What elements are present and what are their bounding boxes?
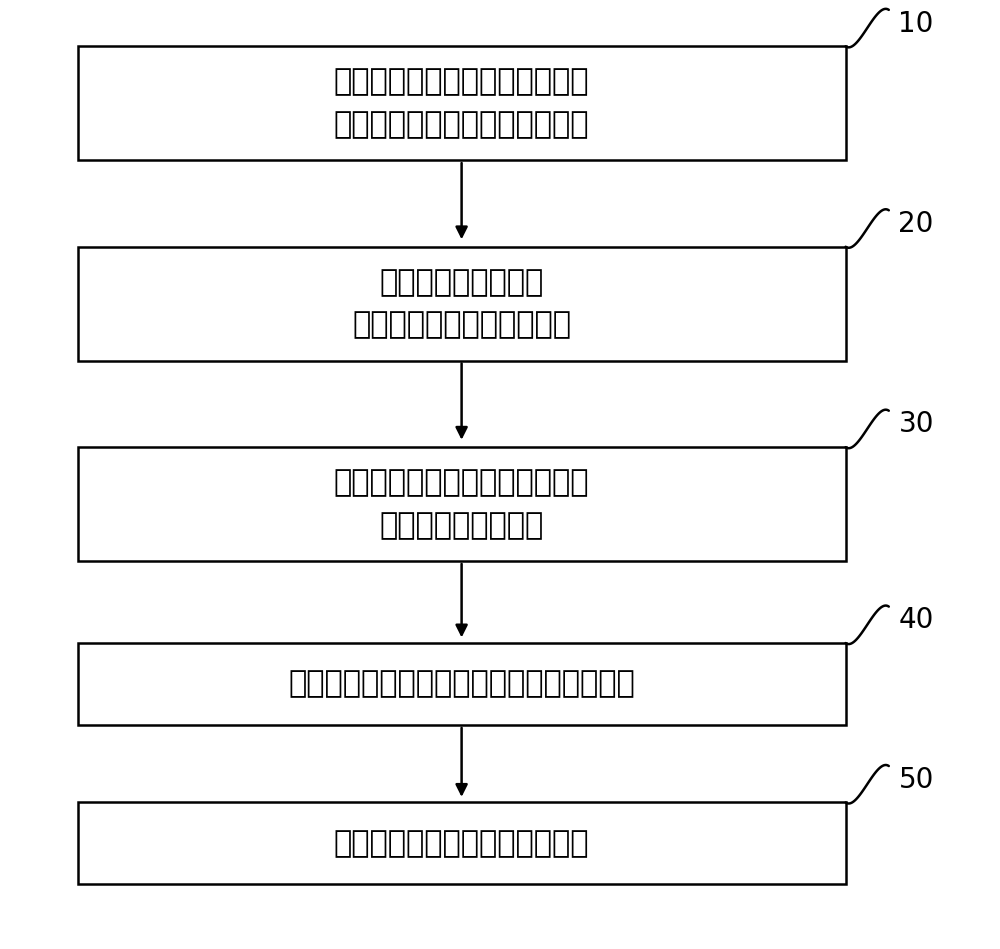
- Text: 根据索引后的知识对象数据类型
建立知网节关系模型: 根据索引后的知识对象数据类型 建立知网节关系模型: [334, 468, 589, 540]
- Bar: [78, 643, 846, 725]
- Text: 20: 20: [898, 210, 934, 238]
- Bar: [78, 447, 846, 561]
- Text: 30: 30: [898, 410, 934, 438]
- Text: 根据物理存储中的数据，建立知识网络节点: 根据物理存储中的数据，建立知识网络节点: [288, 670, 635, 698]
- Text: 40: 40: [898, 606, 934, 634]
- Text: 采集学术知识载体并进行标引，
提取学术知识中的知识对象数据: 采集学术知识载体并进行标引， 提取学术知识中的知识对象数据: [334, 67, 589, 140]
- Text: 50: 50: [898, 766, 934, 793]
- Bar: [78, 47, 846, 160]
- Text: 将关联性的知网节节点进行连接: 将关联性的知网节节点进行连接: [334, 829, 589, 858]
- Text: 10: 10: [898, 9, 934, 38]
- Bar: [78, 247, 846, 361]
- Text: 存储知识对象数据，
并对知识对象数据进行索引: 存储知识对象数据， 并对知识对象数据进行索引: [352, 268, 571, 340]
- Bar: [78, 803, 846, 884]
